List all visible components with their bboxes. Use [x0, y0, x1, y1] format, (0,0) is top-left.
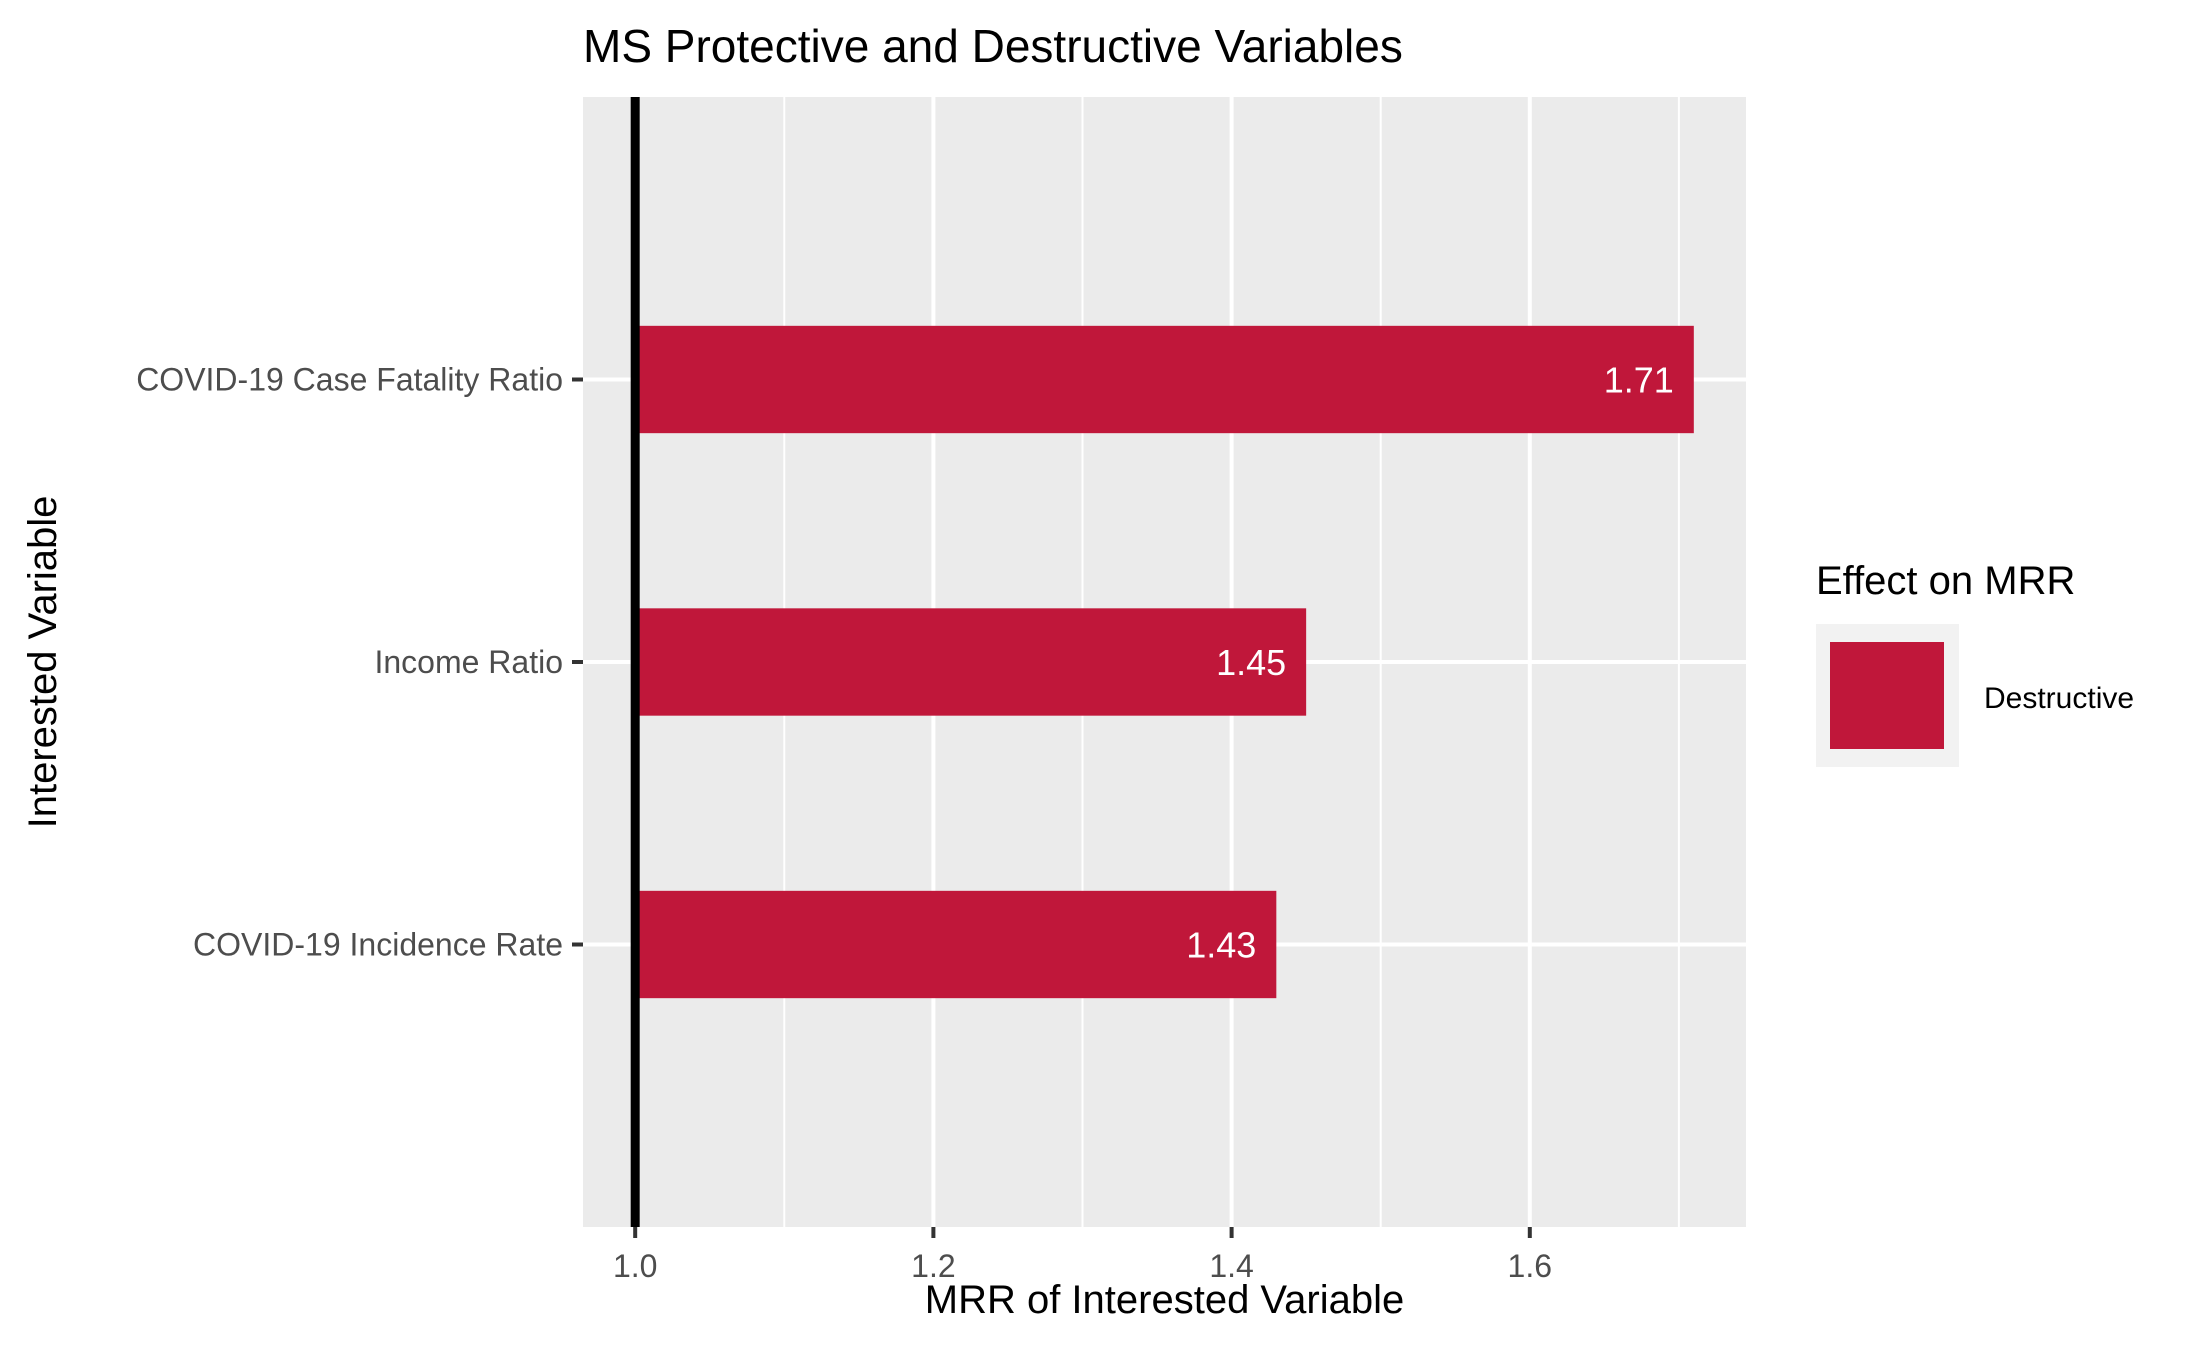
bar-value-label: 1.43: [1186, 925, 1256, 966]
legend-key-destructive: [1830, 642, 1944, 749]
legend-label-destructive: Destructive: [1984, 682, 2134, 715]
y-axis-title: Interested Variable: [21, 496, 65, 829]
chart-title: MS Protective and Destructive Variables: [583, 20, 1403, 72]
x-axis-title: MRR of Interested Variable: [925, 1278, 1404, 1322]
x-tick-label: 1.6: [1508, 1248, 1552, 1284]
bar: [635, 325, 1694, 434]
legend-title: Effect on MRR: [1816, 559, 2075, 603]
x-tick-label: 1.2: [911, 1248, 955, 1284]
y-tick-label: COVID-19 Incidence Rate: [193, 927, 563, 963]
x-tick-label: 1.0: [613, 1248, 657, 1284]
y-tick-label: Income Ratio: [374, 644, 563, 680]
y-tick-label: COVID-19 Case Fatality Ratio: [136, 362, 563, 398]
bar: [635, 890, 1277, 999]
bar-value-label: 1.71: [1604, 360, 1674, 401]
bar-value-label: 1.45: [1216, 642, 1286, 683]
x-axis: 1.0 1.2 1.4 1.6: [613, 1227, 1552, 1284]
bar: [635, 608, 1307, 716]
legend: Effect on MRR Destructive: [1816, 559, 2134, 767]
y-axis: COVID-19 Case Fatality Ratio Income Ratio…: [136, 362, 583, 963]
bars: 1.71 1.45 1.43: [635, 325, 1694, 999]
x-tick-label: 1.4: [1209, 1248, 1253, 1284]
